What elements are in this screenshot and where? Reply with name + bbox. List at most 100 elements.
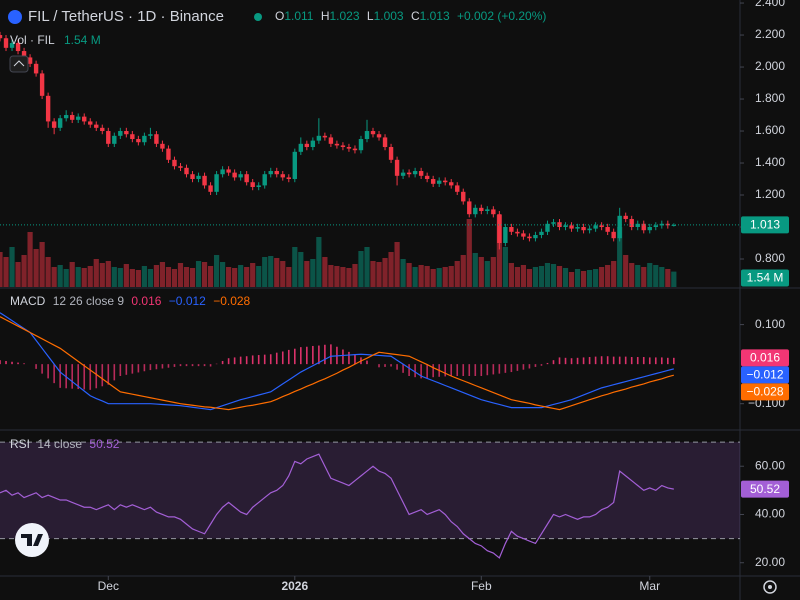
candle-body (124, 131, 129, 135)
candle-body (593, 225, 598, 229)
volume-bar (15, 262, 21, 287)
macd-histogram-bar (534, 364, 537, 367)
candle-body (172, 159, 177, 167)
candle-body (166, 148, 171, 160)
volume-bar (376, 262, 382, 287)
candle-body (376, 134, 382, 138)
volume-bar (220, 262, 226, 287)
candle-body (88, 121, 93, 125)
volume-bar (472, 253, 478, 287)
candle-body (563, 225, 568, 228)
gear-center (768, 585, 772, 589)
macd-histogram-bar (167, 364, 170, 368)
macd-histogram-bar (227, 358, 230, 365)
macd-histogram-bar (197, 364, 200, 367)
volume-bar (647, 263, 653, 287)
collapse-button[interactable] (9, 55, 29, 73)
candle-body (322, 135, 328, 138)
macd-histogram-bar (5, 360, 7, 365)
macd-value: −0.012 (169, 294, 206, 308)
volume-bar (207, 266, 214, 287)
candle-body (653, 225, 658, 228)
volume-bar (641, 267, 647, 287)
x-tick-label: Dec (98, 579, 119, 593)
volume-bar (520, 265, 527, 287)
macd-histogram-bar (245, 356, 248, 365)
macd-histogram-bar (414, 364, 416, 378)
candle-body (0, 35, 3, 39)
candle-body (130, 134, 135, 140)
candle-body (178, 166, 183, 168)
volume-bar (394, 242, 400, 287)
macd-histogram-bar (203, 364, 206, 367)
volume-badge: 1.54 M (747, 271, 784, 285)
macd-histogram-bar (23, 363, 25, 365)
macd-histogram-bar (420, 364, 422, 379)
candle-body (527, 236, 532, 239)
volume-bar (183, 267, 190, 287)
candle-body (39, 73, 45, 96)
volume-bar (201, 262, 208, 287)
macd-badge: 0.016 (750, 350, 780, 364)
macd-histogram-bar (89, 364, 92, 390)
volume-bar (33, 249, 39, 287)
macd-histogram-bar (275, 352, 278, 365)
candle-body (112, 135, 117, 144)
candle-body (76, 116, 81, 120)
candle-body (196, 175, 201, 180)
macd-histogram-bar (17, 362, 19, 365)
volume-bar (635, 265, 641, 287)
candle-body (436, 180, 442, 184)
labels: FIL / TetherUS · 1D · Binance O1.011 H1.… (8, 0, 789, 594)
candle-body (15, 43, 21, 52)
macd-histogram-bar (480, 364, 483, 377)
macd-histogram-bar (324, 344, 326, 365)
candle-body (358, 139, 364, 151)
macd-histogram-bar (269, 354, 272, 365)
macd-histogram-bar (618, 356, 621, 365)
macd-histogram-bar (125, 364, 128, 375)
candle-body (136, 139, 141, 143)
settings-icon[interactable] (763, 580, 777, 594)
volume-bar (574, 269, 581, 287)
volume-bar (659, 267, 665, 287)
volume-bar (358, 251, 364, 287)
macd-histogram-bar (53, 364, 55, 384)
candle-body (449, 182, 454, 186)
volume-bar (123, 264, 129, 287)
macd-histogram-bar (564, 357, 567, 365)
candle-body (94, 124, 99, 128)
macd-name: MACD (10, 294, 46, 308)
volume-bar (286, 267, 292, 287)
candle-body (557, 222, 562, 228)
volume-bar (141, 266, 147, 287)
volume-bar (189, 268, 196, 287)
candle-body (461, 191, 466, 202)
candle-body (539, 231, 544, 236)
candle-body (533, 235, 538, 239)
volume-bar (244, 267, 250, 287)
macd-histogram-bar (185, 364, 188, 367)
candle-body (340, 145, 346, 148)
macd-histogram-bar (312, 345, 314, 365)
volume-bar (629, 263, 635, 287)
candle-body (485, 209, 490, 212)
candle-body (154, 134, 159, 144)
candle-body (515, 231, 520, 234)
volume-bar (334, 266, 340, 287)
volume-bar (310, 259, 316, 287)
candle-body (310, 140, 316, 148)
macd-histogram-bar (456, 364, 459, 377)
candle-body (51, 121, 57, 128)
volume-bar (147, 269, 154, 287)
macd-histogram-bar (630, 357, 633, 365)
volume-bar (256, 266, 262, 287)
gear[interactable] (763, 580, 777, 594)
signal-value: −0.028 (213, 294, 250, 308)
change: +0.002 (+0.20%) (457, 9, 546, 23)
candle-body (304, 143, 310, 148)
tv-logo (15, 523, 49, 557)
candle-body (581, 227, 586, 231)
volume-bar (213, 255, 220, 287)
